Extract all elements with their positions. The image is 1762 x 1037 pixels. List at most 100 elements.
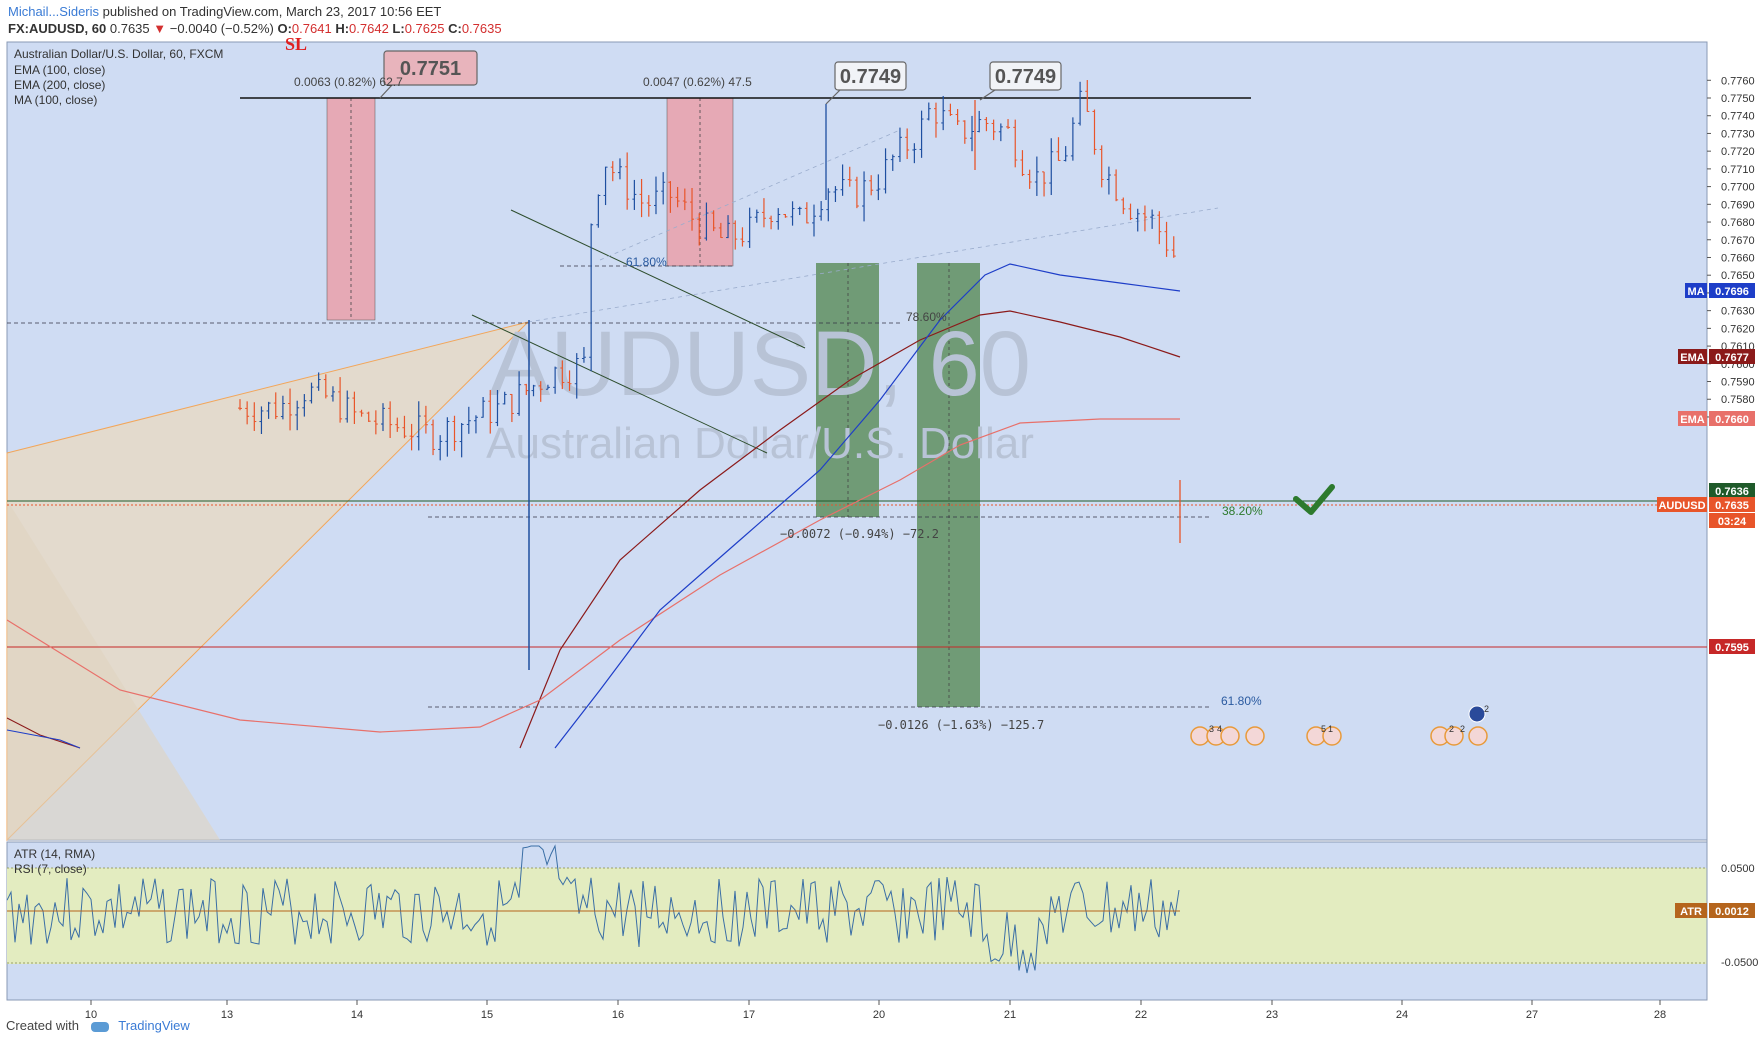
legend-title: Australian Dollar/U.S. Dollar, 60, FXCM: [14, 47, 223, 61]
price-tag: [1709, 349, 1755, 364]
price-tag: [1709, 513, 1755, 528]
event-count-label: 4: [1217, 724, 1222, 734]
atr-tag-name: [1675, 903, 1707, 918]
economic-event-icon[interactable]: [1245, 726, 1265, 746]
price-tag-value: 0.7660: [1715, 414, 1749, 426]
price-callout-0749-b[interactable]: [989, 61, 1062, 91]
price-tag: [1709, 283, 1755, 298]
time-tick-label: 23: [1266, 1009, 1278, 1021]
reward-box-1[interactable]: [816, 263, 879, 517]
low-value: 0.7625: [404, 21, 445, 36]
measure-label-3: −0.0072 (−0.94%) −72.2: [780, 527, 939, 541]
economic-event-icon[interactable]: [1220, 726, 1240, 746]
price-tag: [1709, 497, 1755, 512]
price-tag-value: 0.7677: [1715, 352, 1749, 364]
symbol-line: FX:AUDUSD, 60 0.7635 ▼ −0.0040 (−0.52%) …: [8, 21, 502, 36]
time-tick-label: 28: [1654, 1009, 1666, 1021]
indicator-label[interactable]: ATR (14, RMA): [14, 847, 95, 861]
price-callout-0749-b-text: 0.7749: [995, 66, 1056, 88]
price-tick-label: 0.7620: [1721, 323, 1755, 335]
footer: Created with TradingView: [6, 1018, 190, 1033]
change-value: −0.0040 (−0.52%): [169, 21, 274, 36]
atr-tag-value: 0.0012: [1715, 906, 1749, 918]
legend-item[interactable]: EMA (100, close): [14, 63, 105, 77]
atr-tag: [1709, 903, 1755, 918]
fib-382-label: 38.20%: [1222, 504, 1263, 518]
price-tag-name: [1685, 283, 1707, 298]
price-callout-0751[interactable]: [383, 50, 478, 86]
tradingview-link[interactable]: TradingView: [118, 1018, 190, 1033]
ema-100-line-early: [6, 717, 81, 749]
price-tick-label: 0.7660: [1721, 252, 1755, 264]
price-tag-name: [1678, 411, 1707, 426]
author-link[interactable]: Michail...Sideris: [8, 4, 100, 19]
price-callout-0749-a[interactable]: [834, 61, 907, 91]
high-label: H:: [335, 21, 350, 36]
time-tick-label: 16: [612, 1009, 624, 1021]
ma-100-line-early: [6, 729, 81, 749]
time-tick-label: 27: [1526, 1009, 1538, 1021]
published-line: Michail...Sideris published on TradingVi…: [8, 4, 441, 19]
event-count-label: 3: [1209, 724, 1214, 734]
fib-618-bottom-label: 61.80%: [1221, 694, 1262, 708]
harmonic-pattern-lower-shape: [7, 500, 220, 840]
price-callout-0751-text: 0.7751: [400, 58, 461, 80]
atr-tag-name-text: ATR: [1680, 906, 1702, 918]
price-callout-0749-a-pointer: [825, 89, 841, 105]
event-count-label: 2: [1449, 724, 1454, 734]
economic-event-icon[interactable]: [1444, 726, 1464, 746]
price-tag-value: 0.7696: [1715, 286, 1749, 298]
price-tick-label: 0.7730: [1721, 128, 1755, 140]
time-tick-label: 22: [1135, 1009, 1147, 1021]
event-count-label: 2: [1484, 704, 1489, 714]
indicator-label[interactable]: RSI (7, close): [14, 862, 87, 876]
economic-event-icon[interactable]: [1468, 726, 1488, 746]
price-callout-0751-pointer: [379, 84, 393, 99]
price-tick-label: 0.7670: [1721, 235, 1755, 247]
price-tag: [1709, 483, 1755, 498]
time-tick-label: 21: [1004, 1009, 1016, 1021]
channel-lower-line[interactable]: [471, 314, 768, 454]
economic-event-icon[interactable]: [1322, 726, 1342, 746]
price-tick-label: 0.7590: [1721, 377, 1755, 389]
ema-200-line[interactable]: [6, 418, 1180, 733]
down-arrow-icon: ▼: [153, 21, 167, 36]
open-value: 0.7641: [291, 21, 332, 36]
ema-100-line[interactable]: [519, 310, 1181, 749]
price-tick-label: 0.7720: [1721, 146, 1755, 158]
price-tick-label: 0.7700: [1721, 182, 1755, 194]
legend-item[interactable]: EMA (200, close): [14, 78, 105, 92]
price-callout-0749-a-text: 0.7749: [840, 66, 901, 88]
watermark-symbol: AUDUSD, 60: [489, 313, 1031, 415]
price-tag-name-text: AUDUSD: [1658, 500, 1705, 512]
event-count-label: 2: [1460, 724, 1465, 734]
low-label: L:: [392, 21, 405, 36]
channel-upper-line[interactable]: [510, 209, 806, 349]
price-tick-label: 0.7710: [1721, 164, 1755, 176]
measure-label-4: −0.0126 (−1.63%) −125.7: [878, 718, 1044, 732]
sl-label: SL: [285, 34, 307, 54]
event-count-label: 1: [1328, 724, 1333, 734]
price-tag-value: 0.7635: [1715, 500, 1749, 512]
time-tick-label: 17: [743, 1009, 755, 1021]
measure-label-2: 0.0047 (0.62%) 47.5: [643, 75, 752, 89]
indicator-tick-label: -0.0500: [1721, 957, 1758, 969]
price-tick-label: 0.7750: [1721, 93, 1755, 105]
symbol-name: FX:AUDUSD, 60: [8, 21, 107, 36]
indicator-tick-label: 0.0500: [1721, 863, 1755, 875]
time-tick-label: 20: [873, 1009, 885, 1021]
price-tag-name-text: EMA: [1680, 414, 1705, 426]
news-event-icon[interactable]: [1468, 705, 1486, 723]
legend-item[interactable]: MA (100, close): [14, 93, 97, 107]
ma-100-line[interactable]: [554, 263, 1181, 749]
rsi-line[interactable]: [6, 844, 1180, 974]
price-tick-label: 0.7740: [1721, 111, 1755, 123]
published-text: published on TradingView.com, March 23, …: [102, 4, 442, 19]
time-tick-label: 14: [351, 1009, 363, 1021]
created-with-text: Created with: [6, 1018, 79, 1033]
price-callout-0749-b-pointer: [979, 89, 996, 101]
price-tag-value: 0.7636: [1715, 486, 1749, 498]
tradingview-logo-icon[interactable]: [90, 1021, 109, 1032]
price-tag-name: [1657, 497, 1707, 512]
